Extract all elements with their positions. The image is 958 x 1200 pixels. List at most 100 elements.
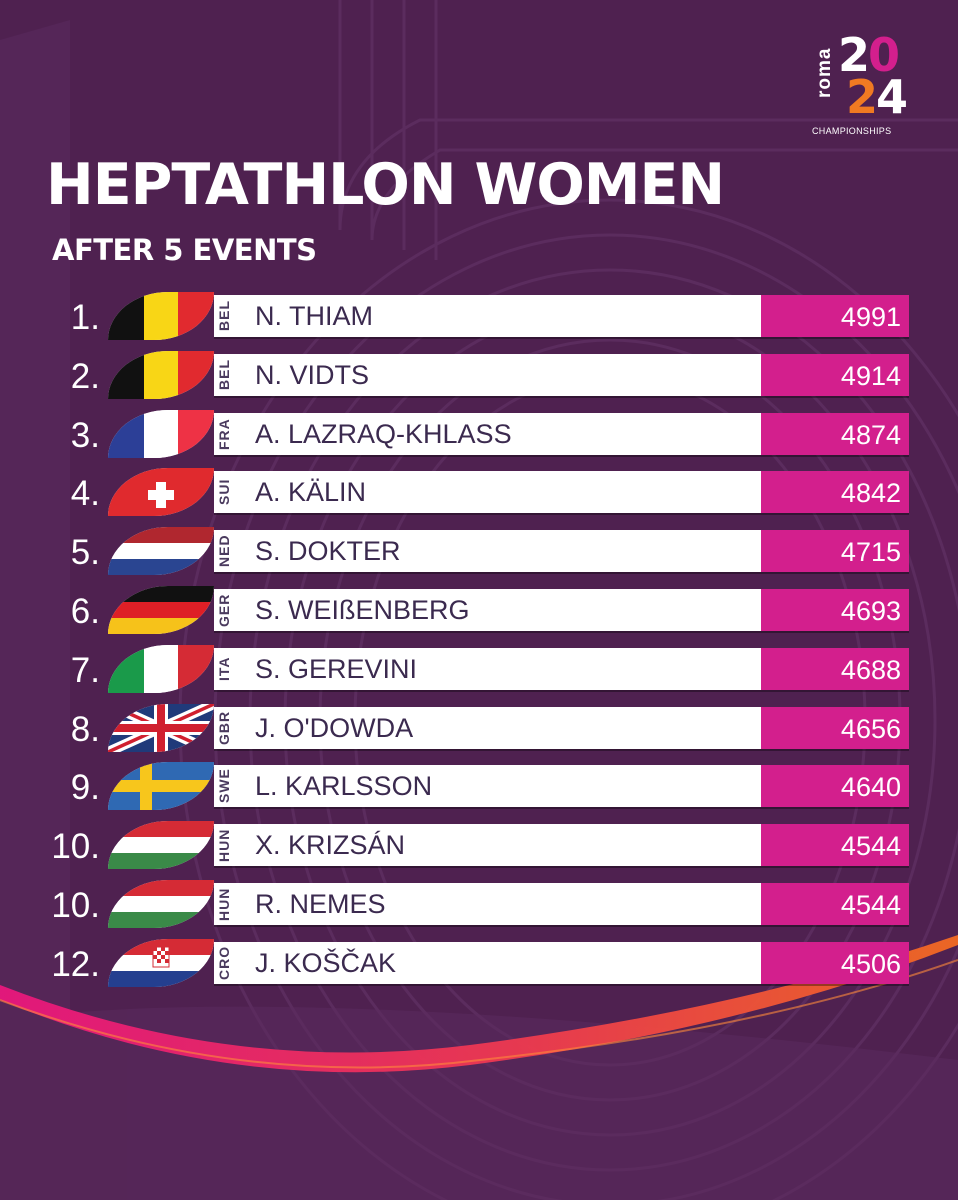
athlete-bar xyxy=(214,824,761,867)
athlete-bar xyxy=(214,706,761,749)
points-box: 4991 xyxy=(761,295,909,337)
athlete-name: N. THIAM xyxy=(255,301,374,331)
athlete-name: J. O'DOWDA xyxy=(255,712,414,743)
athlete-bar xyxy=(214,647,761,690)
country-code: HUN xyxy=(216,887,232,921)
points-box: 4656 xyxy=(761,706,909,749)
hungary-flag-icon xyxy=(108,880,214,928)
athlete-bar xyxy=(214,589,761,631)
rank: 8. xyxy=(70,709,100,749)
country-code: FRA xyxy=(216,417,232,450)
points-value: 4506 xyxy=(840,948,901,979)
country-code: NED xyxy=(216,534,232,568)
athlete-bar xyxy=(214,883,761,925)
netherlands-flag-icon xyxy=(108,527,214,576)
points-value: 4693 xyxy=(840,596,901,626)
roma-2024-logo: roma 2 0 2 4 CHAMPIONSHIPS xyxy=(808,30,916,142)
country-code: CRO xyxy=(216,945,232,980)
athlete-name: S. DOKTER xyxy=(255,536,401,567)
points-value: 4715 xyxy=(840,537,901,568)
logo-digits: 2 0 2 4 xyxy=(836,32,916,128)
rank: 12. xyxy=(51,944,100,984)
points-box: 4640 xyxy=(761,765,909,808)
points-value: 4544 xyxy=(840,890,901,920)
points-value: 4640 xyxy=(840,772,901,803)
standings-row: 12. CRO J. KOŠČAK 4506 xyxy=(0,938,958,991)
page-subtitle: AFTER 5 EVENTS xyxy=(52,233,317,267)
germany-flag-icon xyxy=(108,586,214,634)
athlete-name: J. KOŠČAK xyxy=(255,947,397,978)
points-value: 4688 xyxy=(840,654,901,685)
country-code: ITA xyxy=(216,656,232,682)
rank: 5. xyxy=(70,533,100,573)
points-value: 4544 xyxy=(840,831,901,862)
rank: 1. xyxy=(70,298,100,337)
logo-digit-2: 0 xyxy=(868,28,901,82)
hungary-flag-icon xyxy=(108,821,214,870)
country-code: GER xyxy=(216,593,232,627)
france-flag-icon xyxy=(108,409,214,458)
standings-row: 5. NED S. DOKTER 4715 xyxy=(0,527,958,579)
points-box: 4544 xyxy=(761,883,909,925)
logo-digit-1: 2 xyxy=(838,28,871,82)
standings-row: 8. GBR J. O'DOWDA 4656 xyxy=(0,703,958,756)
points-box: 4715 xyxy=(761,530,909,573)
athlete-name: N. VIDTS xyxy=(255,359,370,390)
belgium-flag-icon xyxy=(108,292,214,340)
points-value: 4874 xyxy=(840,419,901,450)
country-code: SWE xyxy=(216,768,232,804)
country-code: BEL xyxy=(216,359,232,391)
standings-row: 9. SWE L. KARLSSON 4640 xyxy=(0,762,958,814)
athlete-name: A. KÄLIN xyxy=(255,477,367,508)
croatia-flag-icon xyxy=(108,938,214,987)
rank: 2. xyxy=(70,356,100,396)
rank: 7. xyxy=(70,650,100,690)
athlete-name: S. GEREVINI xyxy=(255,653,418,684)
sweden-flag-icon xyxy=(108,762,214,811)
country-code: BEL xyxy=(216,300,232,332)
rank: 6. xyxy=(70,592,100,631)
points-box: 4874 xyxy=(761,412,909,455)
athlete-bar xyxy=(214,353,761,396)
athlete-bar xyxy=(214,471,761,514)
logo-caption: CHAMPIONSHIPS xyxy=(812,126,892,136)
athlete-bar xyxy=(214,941,761,984)
logo-word: roma xyxy=(814,47,835,99)
points-box: 4506 xyxy=(761,941,909,984)
points-value: 4842 xyxy=(840,478,901,509)
country-code: SUI xyxy=(216,479,232,506)
page-title: HEPTATHLON WOMEN xyxy=(46,152,725,218)
standings-row: 6. GER S. WEIßENBERG 4693 xyxy=(0,586,958,638)
points-box: 4842 xyxy=(761,471,909,514)
rank: 3. xyxy=(70,415,100,455)
athlete-name: R. NEMES xyxy=(255,889,386,919)
logo-digit-3: 2 xyxy=(846,70,879,124)
standings-row: 3. FRA A. LAZRAQ-KHLASS 4874 xyxy=(0,409,958,462)
points-value: 4656 xyxy=(840,713,901,744)
athlete-name: X. KRIZSÁN xyxy=(255,830,406,861)
points-box: 4693 xyxy=(761,589,909,631)
standings-row: 2. BEL N. VIDTS 4914 xyxy=(0,350,958,403)
points-box: 4914 xyxy=(761,353,909,396)
standings-row: 1. BEL N. THIAM 4991 xyxy=(0,292,958,344)
country-code: HUN xyxy=(216,828,232,862)
great-britain-flag-icon xyxy=(108,703,214,752)
athlete-bar xyxy=(214,530,761,573)
points-value: 4991 xyxy=(840,302,901,332)
athlete-bar xyxy=(214,412,761,455)
points-value: 4914 xyxy=(840,360,901,391)
standings-row: 10. HUN X. KRIZSÁN 4544 xyxy=(0,821,958,873)
logo-digit-4: 4 xyxy=(876,70,909,124)
points-box: 4544 xyxy=(761,824,909,867)
country-code: GBR xyxy=(216,710,232,745)
athlete-name: A. LAZRAQ-KHLASS xyxy=(255,418,512,449)
athlete-bar xyxy=(214,765,761,808)
standings-row: 7. ITA S. GEREVINI 4688 xyxy=(0,644,958,697)
italy-flag-icon xyxy=(108,644,214,693)
athlete-name: L. KARLSSON xyxy=(255,771,433,802)
points-box: 4688 xyxy=(761,647,909,690)
rank: 10. xyxy=(51,827,100,867)
belgium-flag-icon xyxy=(108,350,214,399)
standings-row: 4. SUI A. KÄLIN 4842 xyxy=(0,468,958,520)
standings-row: 10. HUN R. NEMES 4544 xyxy=(0,880,958,932)
